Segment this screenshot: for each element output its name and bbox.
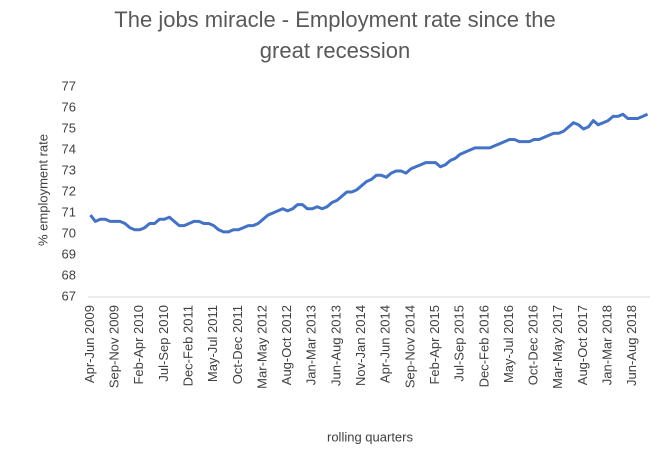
x-tick-label: Feb-Apr 2015 <box>427 305 442 385</box>
x-tick-label: Dec-Feb 2011 <box>180 305 195 386</box>
x-tick-label: Dec-Feb 2016 <box>476 305 491 387</box>
y-tick-label: 67 <box>62 288 76 303</box>
x-tick-label: Sep-Nov 2009 <box>107 305 122 388</box>
x-tick-label: Oct-Dec 2011 <box>230 305 245 384</box>
x-tick-label: Jan-Mar 2018 <box>600 305 615 385</box>
x-tick-label: May-Jul 2011 <box>205 305 220 382</box>
y-tick-label: 72 <box>62 183 76 198</box>
x-tick-label: Aug-Oct 2017 <box>575 305 590 385</box>
x-tick-label: Jan-Mar 2013 <box>304 305 319 385</box>
x-tick-label: Jul-Sep 2010 <box>156 305 171 382</box>
x-tick-label: Mar-May 2012 <box>254 305 269 389</box>
x-tick-label: Jul-Sep 2015 <box>452 305 467 382</box>
y-tick-label: 71 <box>62 204 76 219</box>
y-axis-title: % employment rate <box>35 134 50 246</box>
x-axis-title: rolling quarters <box>327 429 413 444</box>
x-tick-label: Aug-Oct 2012 <box>279 305 294 385</box>
x-tick-label: Nov-Jan 2014 <box>353 305 368 386</box>
x-tick-label: Oct-Dec 2016 <box>526 305 541 385</box>
x-tick-label: Jun-Aug 2018 <box>624 305 639 386</box>
y-tick-label: 77 <box>62 78 76 93</box>
x-tick-label: Mar-May 2017 <box>550 305 565 389</box>
y-tick-label: 73 <box>62 162 76 177</box>
y-tick-label: 74 <box>62 141 76 156</box>
y-tick-label: 68 <box>62 267 76 282</box>
y-tick-label: 75 <box>62 120 76 135</box>
chart-title: The jobs miracle - Employment rate since… <box>114 7 556 63</box>
x-tick-label: Sep-Nov 2014 <box>402 305 417 388</box>
y-tick-label: 69 <box>62 246 76 261</box>
y-tick-label: 76 <box>62 99 76 114</box>
x-tick-label: Jun-Aug 2013 <box>328 305 343 386</box>
x-tick-label: Feb-Apr 2010 <box>131 305 146 385</box>
x-tick-label: Apr-Jun 2009 <box>82 305 97 383</box>
y-tick-label: 70 <box>62 225 76 240</box>
x-tick-label: Apr-Jun 2014 <box>378 305 393 383</box>
line-series <box>89 112 649 234</box>
x-tick-label: May-Jul 2016 <box>501 305 516 383</box>
